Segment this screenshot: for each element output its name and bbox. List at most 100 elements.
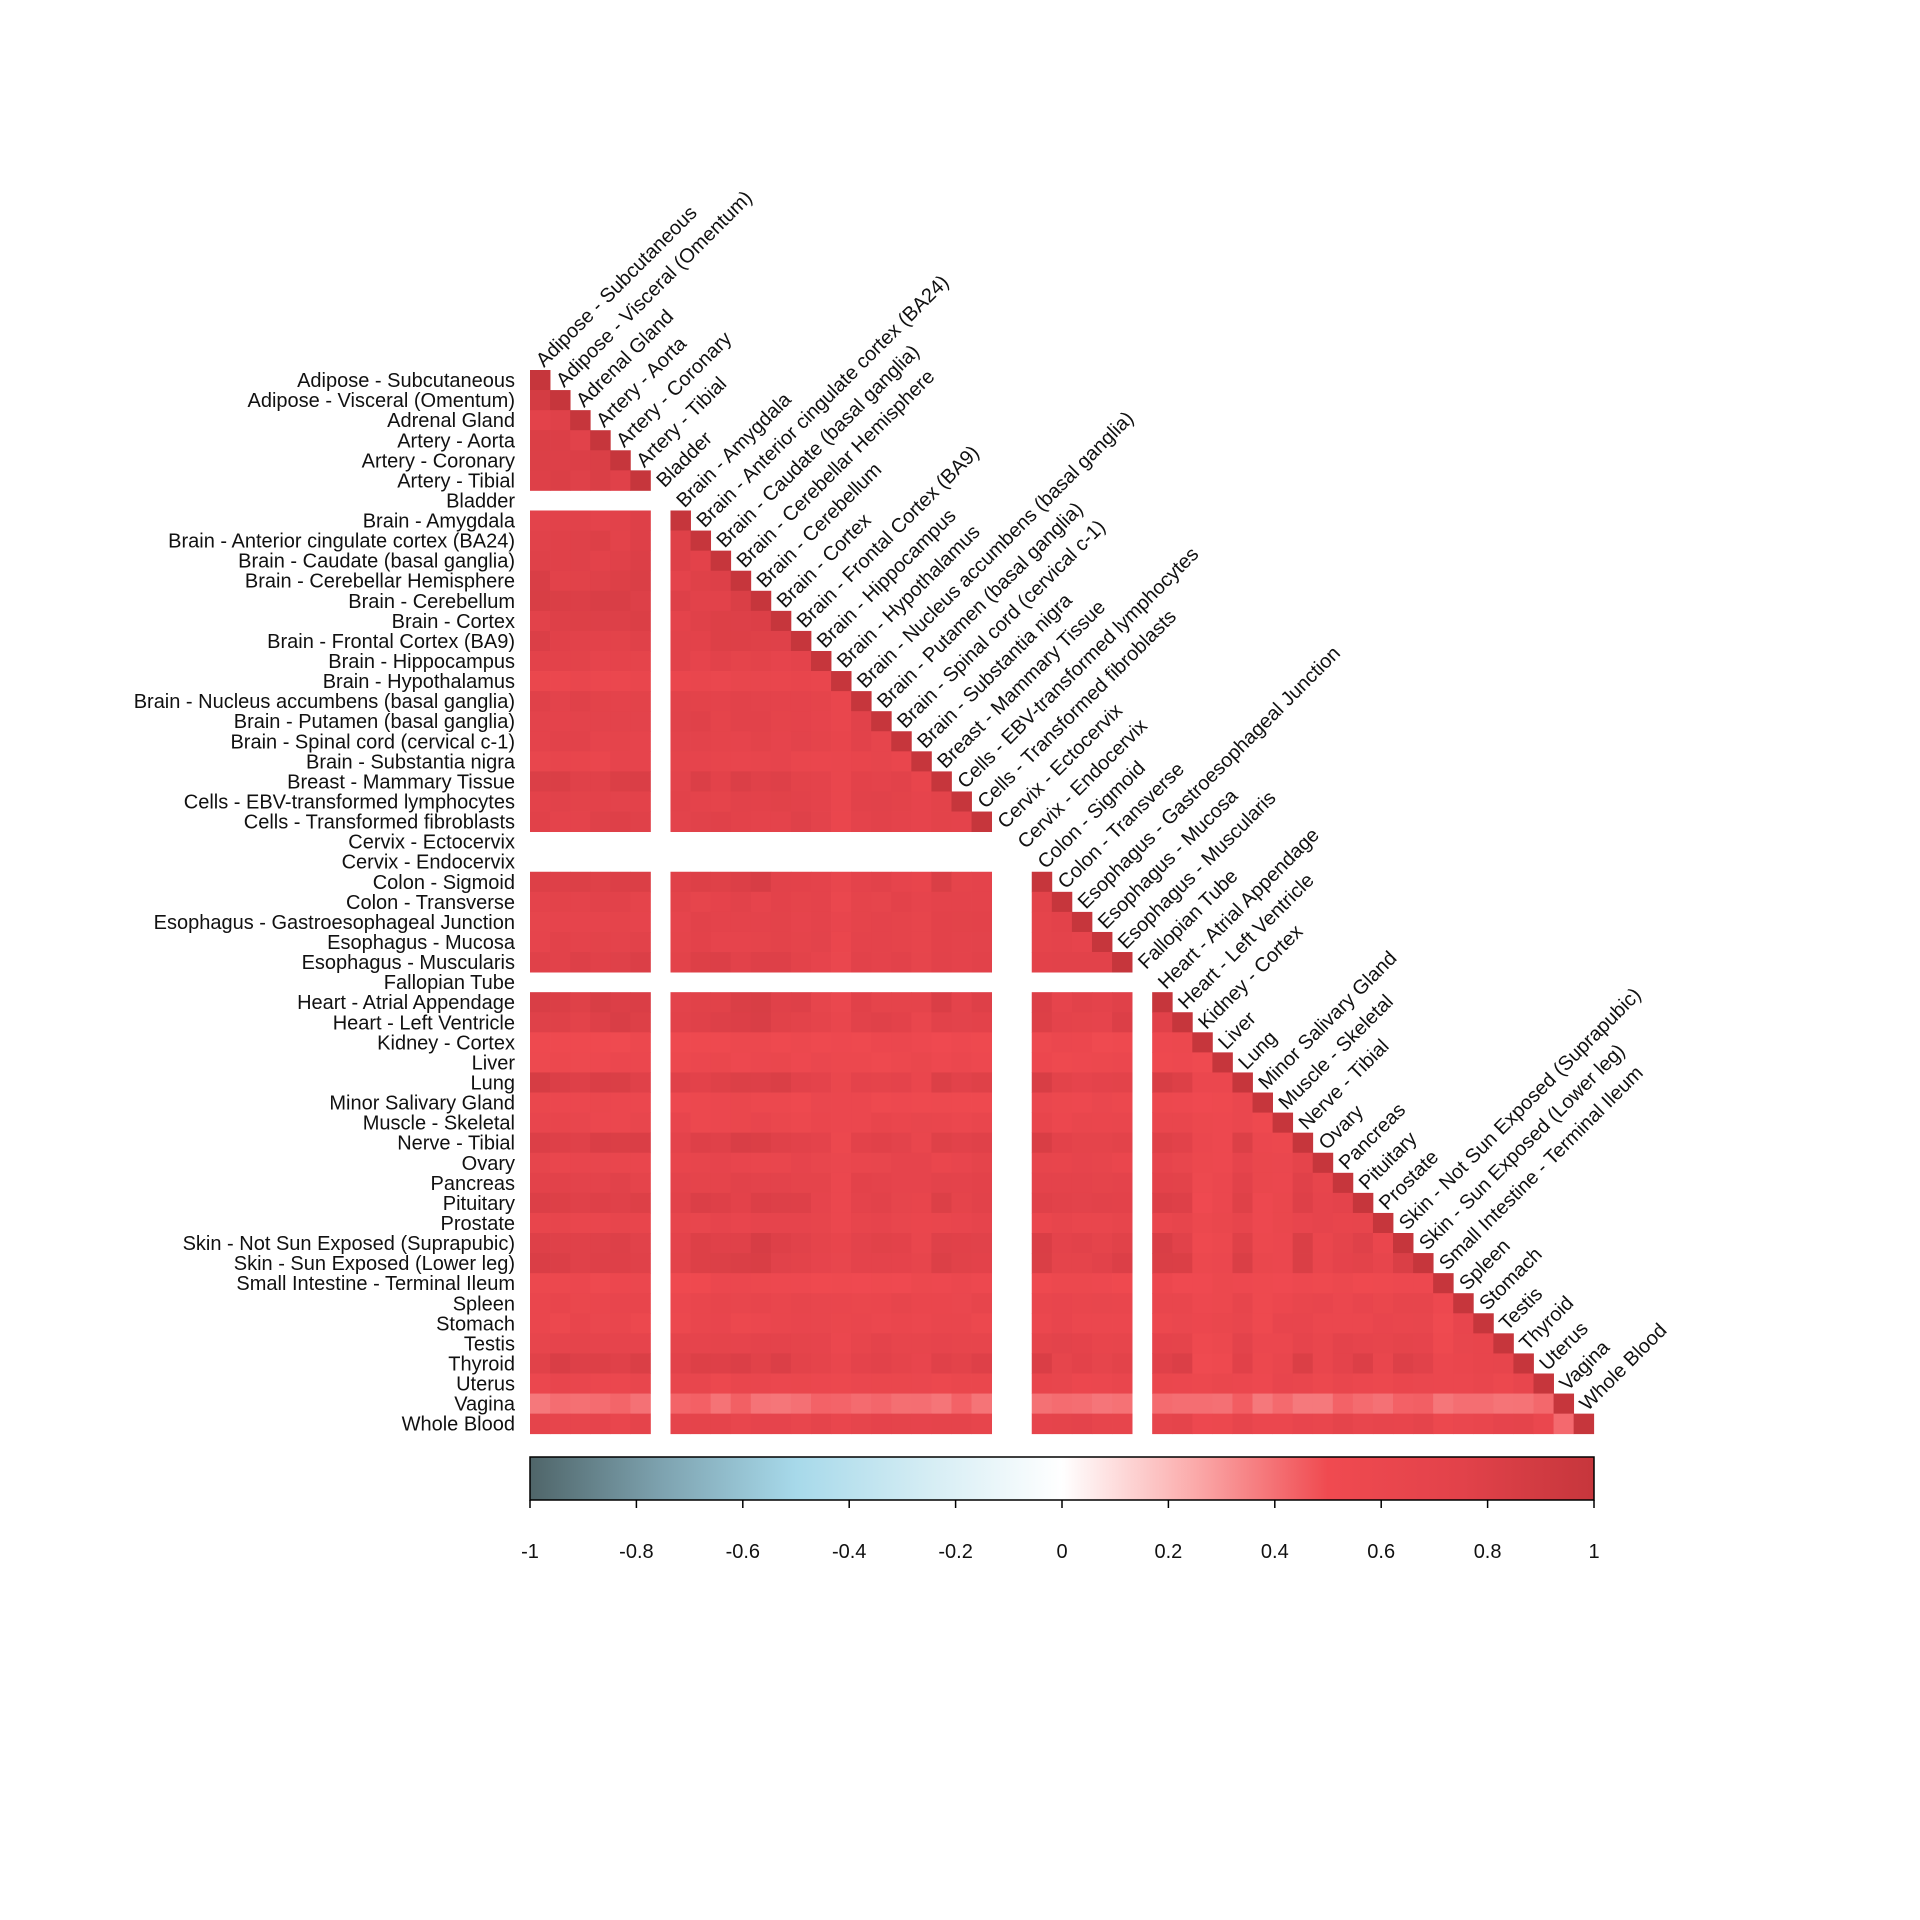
heatmap-cell — [550, 1092, 571, 1113]
heatmap-cell — [690, 931, 712, 953]
heatmap-cell — [1212, 1052, 1233, 1073]
heatmap-cell — [690, 650, 712, 672]
heatmap-cell — [630, 1052, 651, 1073]
heatmap-cell — [810, 1172, 832, 1194]
heatmap-cell — [971, 1233, 993, 1254]
heatmap-cell — [710, 1152, 732, 1174]
heatmap-cell — [971, 1132, 993, 1154]
heatmap-cell — [730, 650, 752, 672]
heatmap-cell — [710, 1012, 732, 1033]
heatmap-cell — [530, 530, 551, 552]
heatmap-cell — [1051, 992, 1073, 1013]
heatmap-cell — [911, 1233, 932, 1254]
heatmap-cell — [1513, 1393, 1534, 1415]
heatmap-cell — [810, 1192, 832, 1214]
heatmap-cell — [1212, 1293, 1233, 1314]
heatmap-cell — [630, 691, 651, 712]
heatmap-cell — [1473, 1353, 1494, 1374]
heatmap-cell — [610, 811, 631, 833]
heatmap-cell — [550, 550, 571, 572]
heatmap-cell — [630, 610, 651, 632]
colorbar-tick-label: 0.4 — [1261, 1541, 1289, 1563]
heatmap-cell — [831, 891, 852, 913]
heatmap-cell — [750, 1233, 772, 1254]
row-label: Cells - EBV-transformed lymphocytes — [184, 792, 515, 814]
heatmap-cell — [1292, 1253, 1314, 1274]
heatmap-cell — [770, 992, 792, 1013]
heatmap-cell — [871, 1032, 892, 1053]
heatmap-cell — [1312, 1393, 1334, 1415]
heatmap-cell — [590, 771, 611, 792]
heatmap-cell — [1051, 1293, 1073, 1314]
heatmap-cell — [550, 610, 571, 632]
heatmap-cell — [590, 1192, 611, 1214]
heatmap-cell — [1112, 1393, 1133, 1415]
heatmap-cell — [951, 1393, 972, 1415]
heatmap-cell — [1071, 1273, 1093, 1294]
heatmap-cell — [1252, 1333, 1273, 1354]
heatmap-cell — [770, 650, 792, 672]
heatmap-cell — [1172, 1233, 1193, 1254]
heatmap-cell — [1453, 1333, 1474, 1354]
heatmap-cell — [710, 610, 732, 632]
colorbar-tick-label: 0.8 — [1474, 1541, 1502, 1563]
heatmap-cell — [891, 1413, 912, 1435]
heatmap-cell — [670, 791, 691, 812]
heatmap-cell — [871, 771, 892, 792]
heatmap-cell — [871, 1233, 892, 1254]
row-label: Esophagus - Muscularis — [302, 952, 515, 974]
heatmap-cell — [911, 1373, 932, 1394]
heatmap-cell — [790, 791, 812, 812]
heatmap-cell — [1252, 1353, 1273, 1374]
heatmap-cell — [690, 911, 712, 933]
heatmap-cell — [770, 1333, 792, 1354]
heatmap-cell — [1332, 1373, 1354, 1394]
heatmap-cell — [871, 1052, 892, 1073]
row-label: Brain - Spinal cord (cervical c-1) — [230, 731, 515, 753]
heatmap-cell — [1433, 1413, 1454, 1435]
heatmap-cell — [530, 630, 551, 652]
heatmap-cell — [570, 1152, 591, 1174]
heatmap-cell — [1453, 1373, 1474, 1394]
heatmap-cell — [770, 1253, 792, 1274]
heatmap-cell — [1071, 1253, 1093, 1274]
heatmap-cell — [790, 1373, 812, 1394]
row-label: Pituitary — [443, 1193, 515, 1215]
heatmap-cell — [1393, 1413, 1414, 1435]
heatmap-cell — [911, 811, 932, 833]
heatmap-cell — [1272, 1353, 1294, 1374]
heatmap-cell — [750, 630, 772, 652]
heatmap-cell — [1152, 1273, 1173, 1294]
heatmap-cell — [1071, 1012, 1093, 1033]
heatmap-cell — [1172, 1253, 1193, 1274]
heatmap-cell — [590, 1273, 611, 1294]
heatmap-cell — [730, 911, 752, 933]
heatmap-cell — [891, 1333, 912, 1354]
heatmap-cell — [530, 711, 551, 732]
heatmap-cell — [931, 1132, 952, 1154]
heatmap-cell — [550, 771, 571, 792]
heatmap-cell — [1091, 1273, 1113, 1294]
heatmap-cell — [590, 811, 611, 833]
heatmap-cell — [1031, 931, 1053, 953]
heatmap-cell — [1051, 1012, 1073, 1033]
heatmap-cell — [790, 1273, 812, 1294]
heatmap-cell — [871, 751, 892, 772]
heatmap-cell — [550, 992, 571, 1013]
heatmap-cell — [831, 911, 852, 933]
heatmap-cell — [670, 1333, 691, 1354]
heatmap-cell — [810, 992, 832, 1013]
heatmap-cell — [710, 550, 732, 572]
heatmap-cell — [831, 1052, 852, 1073]
heatmap-cell — [630, 1413, 651, 1435]
heatmap-cell — [1232, 1293, 1253, 1314]
heatmap-cell — [1071, 1092, 1093, 1113]
heatmap-cell — [610, 1132, 631, 1154]
heatmap-cell — [1051, 891, 1073, 913]
heatmap-cell — [810, 1012, 832, 1033]
heatmap-cell — [790, 630, 812, 652]
heatmap-cell — [670, 550, 691, 572]
heatmap-cell — [1091, 1032, 1113, 1053]
heatmap-cell — [1172, 1413, 1193, 1435]
heatmap-cell — [1312, 1273, 1334, 1294]
